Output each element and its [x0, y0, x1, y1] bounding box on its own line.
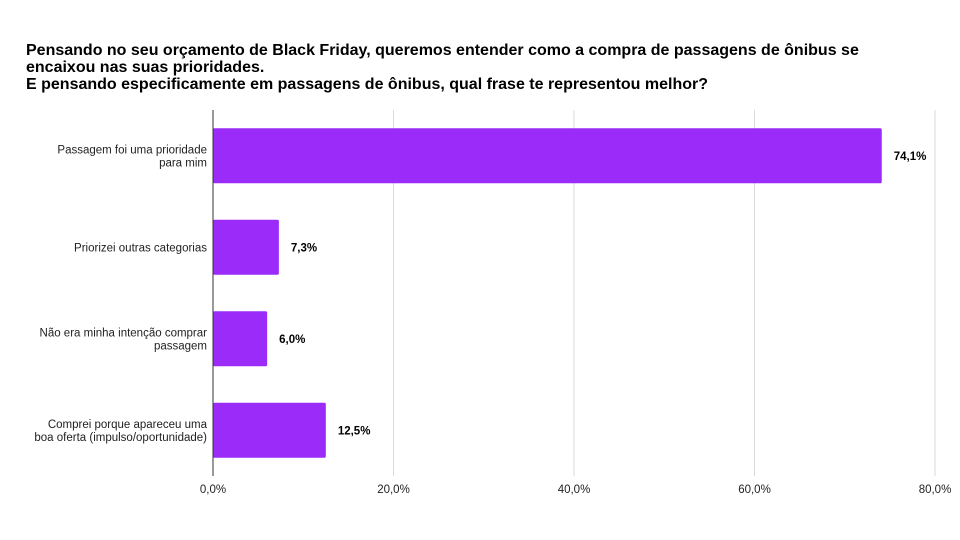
category-label: Não era minha intenção comprar [40, 327, 208, 339]
category-label: passagem [154, 340, 207, 352]
category-label: Comprei porque apareceu uma [48, 419, 208, 431]
category-label: para mim [159, 157, 207, 169]
bars [213, 128, 882, 458]
category-label: Passagem foi uma prioridade [57, 144, 207, 156]
x-tick-label: 40,0% [558, 484, 591, 496]
chart-title-line: Pensando no seu orçamento de Black Frida… [26, 42, 859, 59]
data-label: 12,5% [338, 425, 371, 437]
bar [213, 311, 268, 367]
data-label: 7,3% [291, 242, 317, 254]
data-label: 74,1% [894, 151, 927, 163]
x-tick-label: 0,0% [200, 484, 226, 496]
x-tick-labels: 0,0% 20,0% 40,0% 60,0% 80,0% [200, 484, 951, 496]
chart-title-line: E pensando especificamente em passagens … [26, 76, 708, 93]
x-tick-label: 80,0% [919, 484, 952, 496]
bar [213, 402, 326, 458]
chart-title: Pensando no seu orçamento de Black Frida… [26, 42, 936, 93]
bar [213, 128, 882, 184]
bar [213, 219, 279, 275]
data-labels: 74,1% 7,3% 6,0% 12,5% [279, 151, 926, 438]
category-label: boa oferta (impulso/oportunidade) [34, 432, 207, 444]
category-label: Priorizei outras categorias [74, 242, 207, 254]
x-tick-label: 20,0% [377, 484, 410, 496]
chart-title-line: encaixou nas suas prioridades. [26, 59, 265, 76]
data-label: 6,0% [279, 334, 305, 346]
x-tick-label: 60,0% [738, 484, 771, 496]
